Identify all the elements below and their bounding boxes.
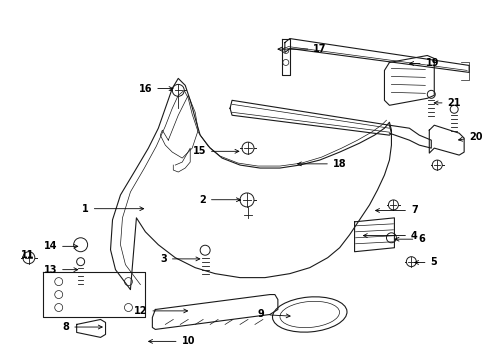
Text: 6: 6 xyxy=(395,234,425,244)
Text: 3: 3 xyxy=(160,254,200,264)
Text: 18: 18 xyxy=(297,159,346,169)
Text: 5: 5 xyxy=(415,257,437,267)
Text: 1: 1 xyxy=(82,204,144,214)
Text: 17: 17 xyxy=(278,44,327,54)
Text: 12: 12 xyxy=(134,306,188,316)
Text: 8: 8 xyxy=(62,322,102,332)
Text: 2: 2 xyxy=(199,195,240,205)
Text: 19: 19 xyxy=(410,58,439,68)
Text: 9: 9 xyxy=(258,310,290,319)
Text: 10: 10 xyxy=(148,336,195,346)
Text: 7: 7 xyxy=(376,206,417,216)
Text: 21: 21 xyxy=(434,98,461,108)
Text: 15: 15 xyxy=(193,146,239,156)
Text: 13: 13 xyxy=(44,265,78,275)
Text: 4: 4 xyxy=(364,231,417,240)
Text: 20: 20 xyxy=(459,132,483,142)
Text: 16: 16 xyxy=(139,84,173,94)
Text: 11: 11 xyxy=(21,250,34,260)
Text: 14: 14 xyxy=(44,241,78,251)
